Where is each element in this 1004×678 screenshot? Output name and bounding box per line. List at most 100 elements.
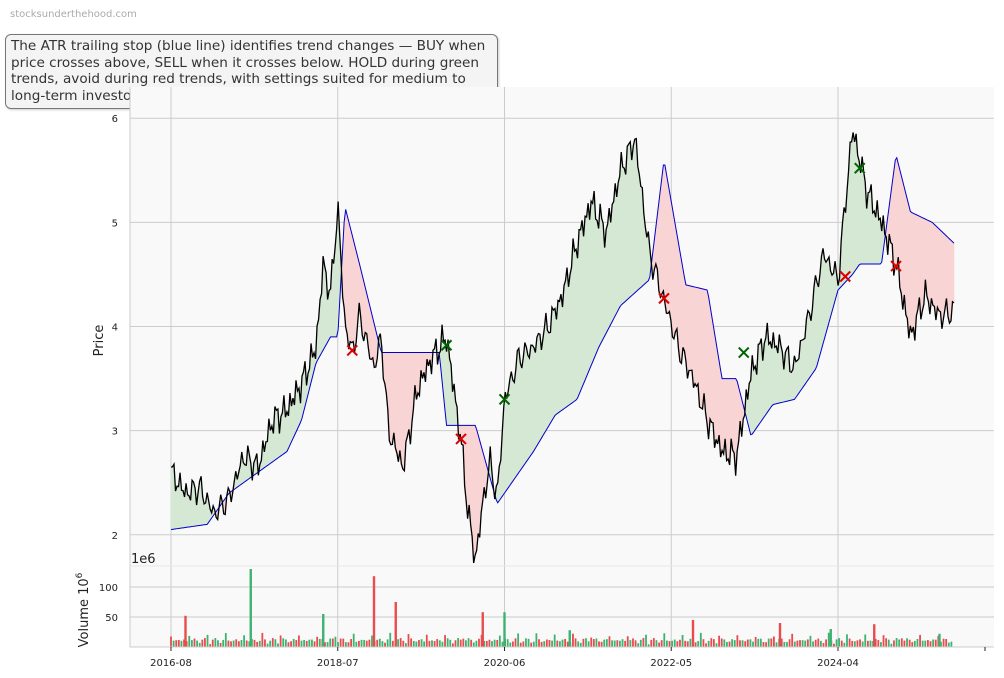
price-line xyxy=(170,132,955,564)
volume-bar xyxy=(556,640,559,647)
volume-bar xyxy=(666,640,668,647)
volume-bar xyxy=(806,639,809,647)
volume-bar xyxy=(707,640,710,647)
volume-bar xyxy=(906,638,908,647)
volume-bar xyxy=(626,636,629,647)
volume-bar xyxy=(874,638,877,647)
volume-bar xyxy=(671,640,674,647)
volume-bar xyxy=(877,640,880,647)
volume-bar xyxy=(572,633,574,647)
axes: 2 3 4 5 6 50 100 2016-08 2018-07 2020-06 2022-05 20… xyxy=(75,87,994,669)
volume-bar xyxy=(384,642,386,647)
volume-spike xyxy=(184,615,187,647)
volume-bar xyxy=(279,635,282,647)
volume-offset-text: 1e6 xyxy=(131,552,156,567)
sell-signal xyxy=(346,344,358,357)
volume-bar xyxy=(423,641,426,647)
volume-bar xyxy=(198,642,201,647)
volume-bar xyxy=(681,634,684,647)
volume-bar xyxy=(900,638,903,647)
volume-bar xyxy=(668,641,671,647)
volume-bar xyxy=(365,640,368,647)
volume-bar xyxy=(749,639,752,647)
volume-bar xyxy=(232,640,235,647)
volume-bar xyxy=(908,639,911,647)
volume-bar xyxy=(352,633,355,647)
volume-bar xyxy=(898,639,901,647)
volume-bar xyxy=(718,635,720,647)
volume-bar xyxy=(616,640,619,647)
volume-bar xyxy=(183,639,185,647)
price-tick-label: 4 xyxy=(112,323,118,334)
volume-bar xyxy=(947,642,950,647)
volume-bar xyxy=(924,640,927,647)
volume-bar xyxy=(913,640,916,647)
volume-bar xyxy=(759,638,762,647)
volume-bar xyxy=(752,641,754,647)
volume-bar xyxy=(736,635,739,647)
volume-bar xyxy=(611,640,613,647)
price-lines xyxy=(170,132,955,564)
volume-bar xyxy=(436,639,439,647)
volume-bar xyxy=(587,641,590,647)
volume-bar xyxy=(467,638,470,647)
volume-bar xyxy=(177,640,180,647)
volume-bar xyxy=(282,638,285,647)
volume-bar xyxy=(211,639,214,647)
volume-bar xyxy=(329,638,332,647)
volume-bar xyxy=(861,641,864,647)
volume-bar xyxy=(835,639,838,647)
volume-bar xyxy=(809,635,812,647)
volume-bar xyxy=(697,640,700,647)
volume-bar xyxy=(851,640,854,647)
volume-bar xyxy=(532,641,535,647)
volume-bar xyxy=(237,641,240,647)
volume-bar xyxy=(561,639,564,647)
volume-bar xyxy=(457,638,459,647)
volume-bar xyxy=(783,641,786,647)
volume-bar xyxy=(846,634,848,647)
volume-bar xyxy=(684,640,687,647)
volume-bar xyxy=(728,641,731,647)
volume-spike xyxy=(691,620,695,647)
volume-bar xyxy=(462,638,465,647)
volume-bar xyxy=(812,641,814,647)
volume-bar xyxy=(916,638,919,647)
volume-bar xyxy=(243,635,245,647)
sell-signal xyxy=(455,433,467,445)
volume-bar xyxy=(475,640,478,647)
volume-bar xyxy=(245,640,248,647)
volume-bar xyxy=(582,638,585,647)
volume-bar xyxy=(840,640,843,647)
volume-spike xyxy=(778,623,782,647)
volume-bar xyxy=(639,639,642,647)
volume-bar xyxy=(368,639,371,647)
volume-bar xyxy=(222,639,225,647)
x-tick-label: 2018-07 xyxy=(317,658,359,669)
volume-bar xyxy=(355,641,358,647)
volume-bar xyxy=(540,641,543,647)
volume-bar xyxy=(650,639,653,647)
volume-bar xyxy=(911,642,914,647)
volume-bar xyxy=(694,642,697,647)
volume-bar xyxy=(172,640,175,647)
volume-bar xyxy=(472,642,475,647)
volume-bar xyxy=(629,640,632,647)
volume-bar xyxy=(702,639,705,647)
volume-bar xyxy=(326,642,329,647)
volume-bar xyxy=(799,640,801,647)
volume-bar xyxy=(726,641,728,647)
volume-bar xyxy=(412,640,415,647)
buy-signal xyxy=(440,339,453,351)
volume-bar xyxy=(300,640,303,647)
volume-bar xyxy=(843,642,846,647)
volume-bar xyxy=(543,641,546,647)
volume-bar xyxy=(720,638,723,647)
volume-bar xyxy=(658,642,660,647)
volume-bar xyxy=(318,638,321,647)
volume-bar xyxy=(391,640,394,647)
volume-bar xyxy=(767,638,770,647)
volume-bar xyxy=(224,633,227,647)
volume-bar xyxy=(519,642,522,647)
volume-bar xyxy=(287,642,290,647)
